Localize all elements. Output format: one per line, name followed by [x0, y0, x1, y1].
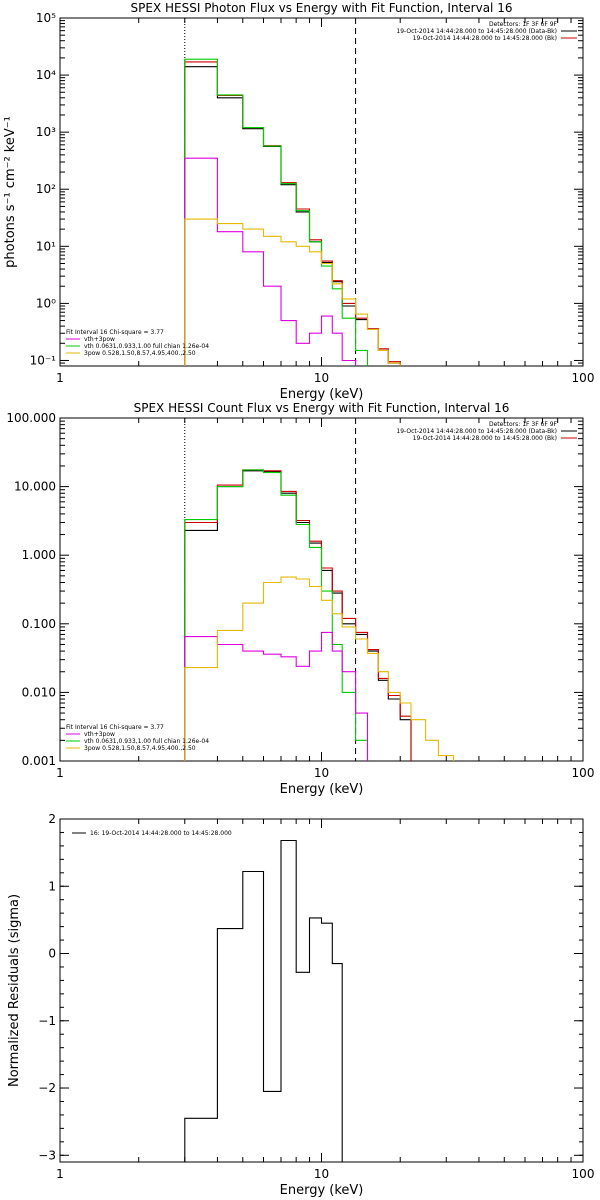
series-line-4	[184, 631, 369, 761]
x-tick-label: 10	[314, 371, 329, 385]
fit-legend-text: vth+3pow	[84, 336, 115, 343]
x-tick-label: 100	[572, 1167, 595, 1181]
series-line-5	[184, 218, 412, 366]
y-tick-label: 10¹	[36, 239, 56, 253]
panel-3: 1 10 100 Energy (keV) −3 −2 −1 0 1 2 Normalized Re…	[7, 812, 594, 1198]
series-line-3	[184, 469, 369, 761]
legend-text: Detectors: 1F 3F 6F 9F	[489, 21, 558, 28]
y-tick-label: 0.100	[22, 617, 56, 631]
legend-text: 19-Oct-2014 14:44:28.000 to 14:45:28.000…	[396, 428, 557, 435]
y-axis-label: photons s⁻¹ cm⁻² keV⁻¹	[3, 116, 18, 268]
y-axis-label: Normalized Residuals (sigma)	[7, 894, 22, 1087]
series-line-2	[184, 469, 412, 761]
y-tick-label: −1	[38, 1014, 56, 1028]
fit-legend-text: vth 0.0631,0.933,1.00 full chian 1.26e-0…	[84, 343, 209, 350]
x-axis-label: Energy (keV)	[280, 782, 364, 797]
plot-frame	[59, 17, 584, 367]
legend-text: 19-Oct-2014 14:44:28.000 to 14:45:28.000…	[396, 28, 557, 35]
y-tick-label: 100.000	[6, 411, 56, 425]
y-tick-label: 10⁻¹	[30, 353, 57, 367]
x-axis-label: Energy (keV)	[280, 1183, 364, 1198]
plot-frame	[59, 818, 584, 1163]
y-tick-label: 10.000	[14, 480, 56, 494]
y-tick-label: 0	[48, 947, 56, 961]
fit-legend-text: vth+3pow	[84, 731, 115, 738]
series-line-4	[184, 157, 357, 366]
fit-legend-text: 3pow 0.528,1.50,8.57,4.95,400.,2.50	[84, 350, 196, 357]
y-tick-label: 0.001	[22, 754, 56, 768]
x-tick-label: 1	[56, 766, 64, 780]
fit-legend-text: Fit Interval 16 Chi-square = 3.77	[66, 329, 164, 336]
y-tick-label: 1.000	[22, 548, 56, 562]
x-tick-label: 1	[56, 1167, 64, 1181]
x-tick-label: 10	[314, 1167, 329, 1181]
legend-text: 19-Oct-2014 14:44:28.000 to 14:45:28.000…	[413, 435, 557, 442]
y-tick-label: 0.010	[22, 685, 56, 699]
y-tick-label: 10⁴	[36, 68, 56, 82]
x-tick-label: 10	[314, 766, 329, 780]
x-tick-label: 100	[572, 766, 595, 780]
series-line-3	[184, 58, 369, 366]
chart-title: SPEX HESSI Photon Flux vs Energy with Fi…	[131, 1, 513, 15]
chart-title: SPEX HESSI Count Flux vs Energy with Fit…	[134, 401, 510, 415]
series-line-1	[184, 66, 412, 366]
fit-legend-text: vth 0.0631,0.933,1.00 full chian 1.26e-0…	[84, 738, 209, 745]
legend-text: 19-Oct-2014 14:44:28.000 to 14:45:28.000…	[413, 35, 557, 42]
y-tick-label: 10³	[36, 125, 56, 139]
y-tick-label: 2	[48, 812, 56, 826]
x-tick-label: 100	[572, 371, 595, 385]
legend-text: 16: 19-Oct-2014 14:44:28.000 to 14:45:28…	[90, 830, 232, 837]
panel-1: SPEX HESSI Photon Flux vs Energy with Fi…	[3, 1, 594, 402]
x-axis-label: Energy (keV)	[280, 387, 364, 402]
panel-2: SPEX HESSI Count Flux vs Energy with Fit…	[6, 401, 594, 797]
series-line-2	[184, 61, 412, 366]
y-tick-label: −3	[38, 1148, 56, 1162]
y-tick-label: 10⁵	[36, 11, 56, 25]
y-tick-label: 1	[48, 879, 56, 893]
y-tick-label: −2	[38, 1081, 56, 1095]
series-line-1	[184, 839, 357, 1162]
series-line-5	[184, 576, 468, 761]
fit-legend-text: Fit Interval 16 Chi-square = 3.77	[66, 724, 164, 731]
y-tick-label: 10⁰	[36, 296, 56, 310]
y-tick-label: 10²	[36, 182, 56, 196]
series-line-1	[184, 470, 412, 761]
legend-text: Detectors: 1F 3F 6F 9F	[489, 421, 558, 428]
x-tick-label: 1	[56, 371, 64, 385]
fit-legend-text: 3pow 0.528,1.50,8.57,4.95,400.,2.50	[84, 745, 196, 752]
